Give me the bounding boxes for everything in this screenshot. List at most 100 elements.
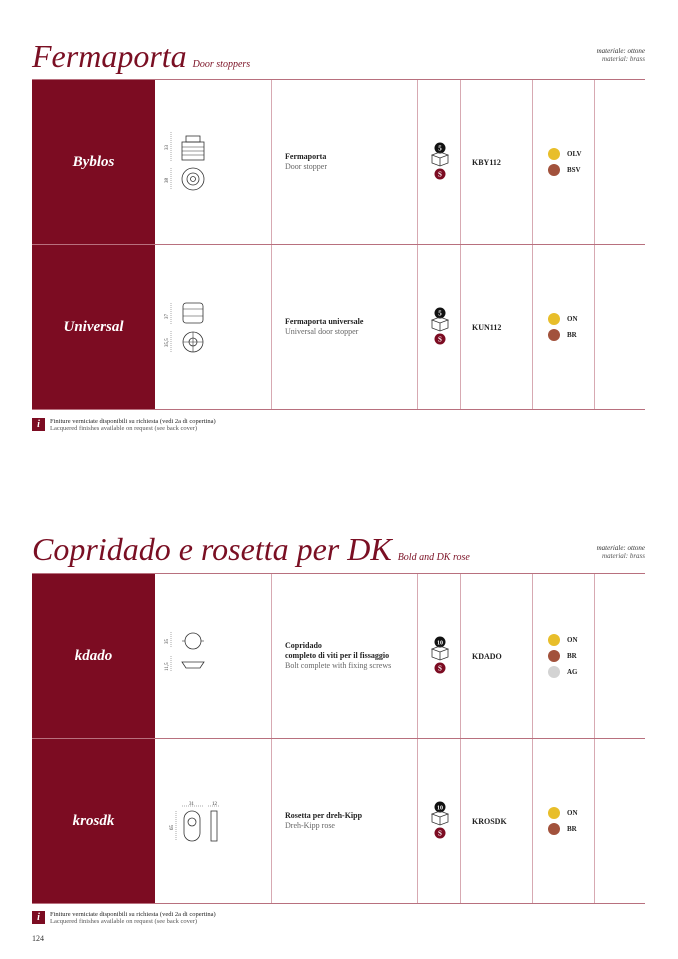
finish-code: ON	[567, 809, 578, 817]
section-title-main: Copridado e rosetta per DK	[32, 531, 392, 567]
table-row: Byblos 33 38 Fermaporta	[32, 80, 645, 245]
description-en: Dreh-Kipp rose	[285, 821, 335, 830]
section-subtitle: Bold and DK rose	[397, 552, 470, 563]
column-divider	[460, 245, 461, 409]
dimension-label: 38	[165, 178, 170, 184]
finish-item: AG	[548, 664, 578, 680]
table-row: krosdk 31 12 65 Rosetta per dreh-Kipp Dr…	[32, 739, 645, 904]
product-table: Byblos 33 38 Fermaporta	[32, 79, 645, 410]
product-description: Fermaporta universale Universal door sto…	[285, 245, 421, 409]
product-drawing: 31 12 65	[170, 802, 220, 842]
product-description: Fermaporta Door stopper	[285, 80, 421, 244]
column-divider	[460, 739, 461, 903]
product-code: KDADO	[472, 651, 502, 661]
product-name-cell: krosdk	[32, 739, 155, 903]
material-label: materiale: ottone material: brass	[597, 47, 645, 63]
finish-code: BSV	[567, 166, 581, 174]
table-row: Universal 37 35,5 Fermaporta universale	[32, 245, 645, 410]
finish-swatch	[548, 650, 560, 662]
dimension-label: 12	[212, 802, 218, 807]
finish-swatch	[548, 634, 560, 646]
finish-item: BSV	[548, 162, 582, 178]
column-divider	[532, 739, 533, 903]
finish-list: ON BR	[548, 739, 578, 903]
finish-swatch	[548, 807, 560, 819]
product-name-cell: Byblos	[32, 80, 155, 244]
material-it: materiale: ottone	[596, 544, 645, 552]
note-en: Lacquered finishes available on request …	[50, 918, 198, 925]
finish-swatch	[548, 823, 560, 835]
product-name: Byblos	[72, 153, 115, 170]
product-description: Rosetta per dreh-Kipp Dreh-Kipp rose	[285, 739, 421, 903]
finish-list: ON BR AG	[548, 574, 578, 738]
product-name: Universal	[63, 318, 124, 335]
svg-text:S: S	[438, 336, 442, 344]
column-divider	[532, 574, 533, 738]
finish-code: OLV	[567, 150, 582, 158]
product-name: krosdk	[72, 812, 115, 829]
material-label: materiale: ottone material: brass	[597, 544, 645, 560]
column-divider	[532, 80, 533, 244]
finish-item: BR	[548, 821, 578, 837]
column-divider	[417, 80, 418, 244]
finish-item: BR	[548, 327, 578, 343]
svg-text:S: S	[438, 665, 442, 673]
material-en: material: brass	[602, 552, 645, 560]
description-en: Door stopper	[285, 162, 327, 171]
pack-count: 5	[438, 145, 442, 153]
column-divider	[460, 80, 461, 244]
material-en: material: brass	[602, 55, 645, 63]
finish-swatch	[548, 329, 560, 341]
pack-count: 10	[437, 806, 443, 812]
table-row: kdado 35 11,5 Copridado completo di viti…	[32, 574, 645, 739]
svg-text:S: S	[438, 830, 442, 838]
pack-quantity: 10 S	[426, 739, 454, 903]
finish-item: BR	[548, 648, 578, 664]
column-divider	[271, 245, 272, 409]
page-number: 124	[32, 934, 44, 943]
column-divider	[594, 574, 595, 738]
box-icon: 5 S	[430, 307, 450, 345]
product-table: kdado 35 11,5 Copridado completo di viti…	[32, 573, 645, 904]
svg-text:S: S	[438, 171, 442, 179]
column-divider	[271, 574, 272, 738]
column-divider	[417, 245, 418, 409]
finish-code: BR	[567, 825, 577, 833]
column-divider	[594, 739, 595, 903]
finish-swatch	[548, 164, 560, 176]
finish-list: ON BR	[548, 245, 578, 409]
finish-item: OLV	[548, 146, 582, 162]
product-code: KBY112	[472, 157, 501, 167]
section-title-main: Fermaporta	[32, 38, 187, 74]
dimension-label: 35,5	[165, 338, 170, 347]
finish-code: BR	[567, 652, 577, 660]
product-name: kdado	[74, 647, 113, 664]
finish-item: ON	[548, 632, 578, 648]
dimension-label: 31	[189, 802, 195, 807]
column-divider	[460, 574, 461, 738]
column-divider	[417, 739, 418, 903]
dimension-label: 37	[165, 314, 170, 320]
finish-code: AG	[567, 668, 578, 676]
box-icon: 10 S	[430, 636, 450, 674]
product-description: Copridado completo di viti per il fissag…	[285, 574, 421, 738]
box-icon: 5 S	[430, 142, 450, 180]
column-divider	[594, 245, 595, 409]
description-en: Bolt complete with fixing screws	[285, 661, 392, 670]
description-en: Universal door stopper	[285, 327, 359, 336]
note-it: Finiture verniciate disponibili su richi…	[50, 911, 216, 918]
finish-swatch	[548, 148, 560, 160]
section-title: Fermaporta Door stoppers	[32, 38, 250, 75]
description-it: Rosetta per dreh-Kipp	[285, 811, 363, 820]
material-it: materiale: ottone	[596, 47, 645, 55]
pack-quantity: 10 S	[426, 574, 454, 738]
column-divider	[594, 80, 595, 244]
finish-code: ON	[567, 315, 578, 323]
finish-note: i Finiture verniciate disponibili su ric…	[32, 418, 216, 432]
finish-code: ON	[567, 636, 578, 644]
product-code: KROSDK	[472, 816, 507, 826]
column-divider	[271, 739, 272, 903]
pack-quantity: 5 S	[426, 245, 454, 409]
column-divider	[532, 245, 533, 409]
product-name-cell: Universal	[32, 245, 155, 409]
